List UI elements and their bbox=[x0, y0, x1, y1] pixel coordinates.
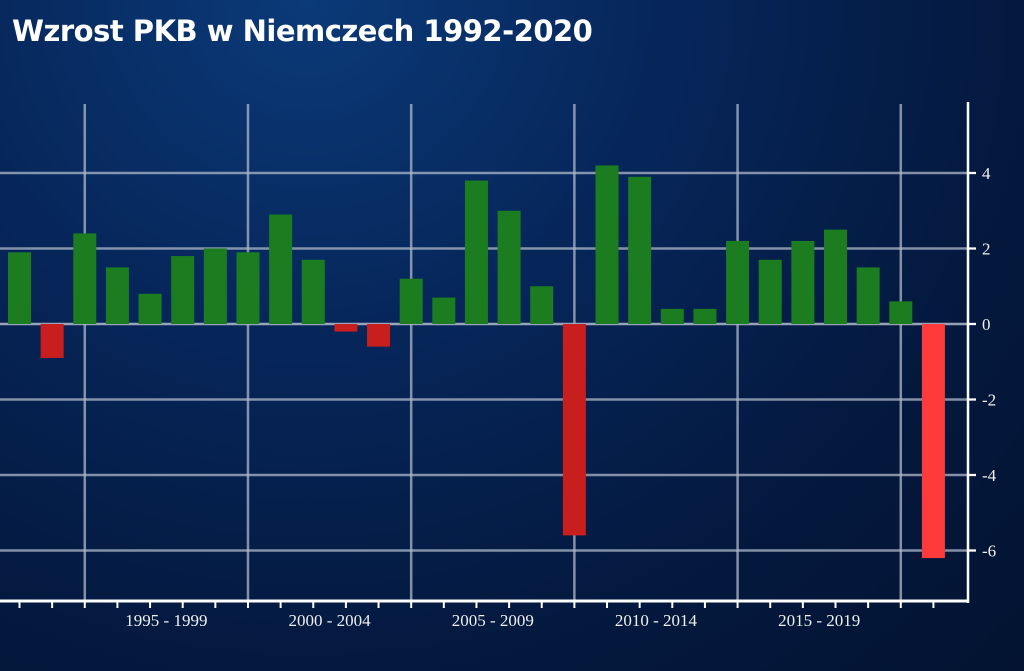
bar-1996 bbox=[138, 293, 162, 324]
x-group-label: 2000 - 2004 bbox=[288, 611, 371, 630]
y-tick-label: -4 bbox=[982, 466, 997, 485]
x-group-label: 2015 - 2019 bbox=[778, 611, 860, 630]
bar-2012 bbox=[660, 308, 684, 324]
x-group-label: 2005 - 2009 bbox=[452, 611, 534, 630]
y-tick-label: 0 bbox=[982, 315, 991, 334]
bar-1998 bbox=[203, 248, 227, 324]
x-group-label: 2010 - 2014 bbox=[615, 611, 698, 630]
bar-2018 bbox=[856, 267, 880, 324]
bar-2002 bbox=[334, 324, 358, 332]
bar-2020 bbox=[921, 324, 945, 559]
y-tick-label: 4 bbox=[982, 164, 991, 183]
bar-2007 bbox=[497, 210, 521, 324]
bar-2000 bbox=[269, 214, 293, 324]
bar-2015 bbox=[758, 259, 782, 324]
bar-2013 bbox=[693, 308, 717, 324]
x-group-label: 1995 - 1999 bbox=[125, 611, 207, 630]
bar-1993 bbox=[40, 324, 64, 358]
bar-2017 bbox=[824, 229, 847, 324]
bar-2001 bbox=[301, 259, 325, 324]
bar-2019 bbox=[889, 301, 913, 324]
y-tick-label: 2 bbox=[982, 240, 991, 259]
y-tick-label: -2 bbox=[982, 391, 996, 410]
bar-1992 bbox=[8, 252, 31, 324]
bar-2005 bbox=[432, 297, 456, 324]
bar-1994 bbox=[73, 233, 97, 324]
bar-2009 bbox=[562, 324, 586, 536]
bar-2004 bbox=[399, 278, 423, 324]
y-tick-label: -6 bbox=[982, 542, 996, 561]
bar-1995 bbox=[105, 267, 129, 324]
bar-2006 bbox=[464, 180, 488, 324]
bar-2010 bbox=[595, 165, 619, 324]
bar-1997 bbox=[171, 256, 195, 324]
bar-2014 bbox=[726, 240, 750, 324]
bar-1999 bbox=[236, 252, 260, 324]
bar-2008 bbox=[530, 286, 554, 324]
bar-2011 bbox=[628, 176, 652, 324]
chart-title: Wzrost PKB w Niemczech 1992-2020 bbox=[12, 14, 593, 48]
bar-2003 bbox=[367, 324, 391, 347]
bar-2016 bbox=[791, 240, 815, 324]
